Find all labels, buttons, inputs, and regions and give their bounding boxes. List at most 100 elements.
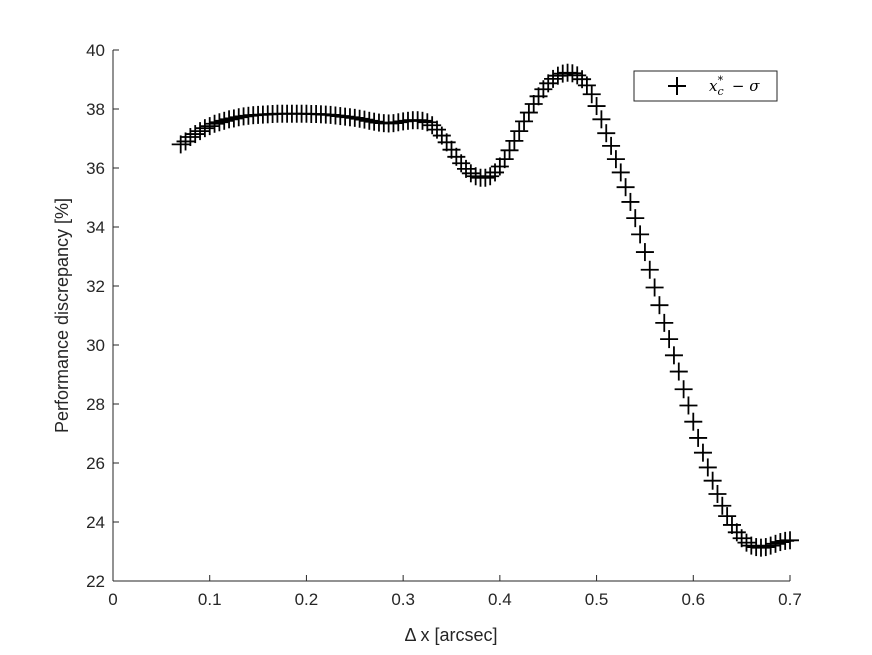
data-point-marker — [186, 125, 205, 144]
x-tick-label: 0.3 — [391, 590, 415, 609]
y-tick-label: 40 — [86, 41, 105, 60]
data-point-marker — [592, 110, 611, 129]
data-point-marker — [669, 362, 688, 381]
data-point-marker — [722, 515, 741, 534]
data-point-marker — [597, 124, 616, 143]
data-point-marker — [645, 278, 664, 297]
x-axis: 0 0.1 0.2 0.3 0.4 0.5 0.6 0.7 — [108, 575, 802, 609]
legend-marker — [668, 77, 686, 95]
y-axis: 22 24 26 28 30 32 34 36 38 40 — [86, 41, 119, 591]
data-point-marker — [519, 103, 538, 122]
y-tick-label: 38 — [86, 100, 105, 119]
data-point-marker — [481, 167, 500, 186]
data-point-marker — [423, 116, 442, 135]
data-point-marker — [476, 168, 495, 187]
y-tick-label: 26 — [86, 454, 105, 473]
data-point-marker — [621, 192, 640, 211]
data-point-marker — [582, 85, 601, 104]
data-point-marker — [737, 533, 756, 552]
data-point-marker — [210, 113, 229, 132]
data-point-marker — [626, 209, 645, 228]
data-point-marker — [689, 428, 708, 447]
data-point-marker — [200, 117, 219, 136]
y-tick-label: 24 — [86, 513, 105, 532]
data-point-marker — [224, 109, 243, 128]
data-point-marker — [664, 346, 683, 365]
y-tick-label: 36 — [86, 159, 105, 178]
data-point-marker — [640, 260, 659, 279]
data-point-marker — [413, 111, 432, 130]
data-series — [171, 63, 799, 557]
data-point-marker — [674, 380, 693, 399]
data-point-marker — [635, 243, 654, 262]
data-point-marker — [442, 140, 461, 159]
data-point-marker — [756, 538, 775, 557]
data-point-marker — [563, 64, 582, 83]
data-point-marker — [181, 128, 200, 147]
data-point-marker — [355, 110, 374, 129]
data-point-marker — [505, 131, 524, 150]
data-point-marker — [708, 484, 727, 503]
legend-label: xc* − σ — [709, 74, 760, 98]
x-tick-label: 0 — [108, 590, 117, 609]
data-point-marker — [176, 132, 195, 151]
y-tick-label: 34 — [86, 218, 105, 237]
x-tick-label: 0.4 — [488, 590, 512, 609]
data-point-marker — [655, 313, 674, 332]
x-tick-label: 0.1 — [198, 590, 222, 609]
data-point-marker — [495, 150, 514, 169]
data-point-marker — [510, 122, 529, 141]
data-point-marker — [771, 533, 790, 552]
x-tick-label: 0.5 — [585, 590, 609, 609]
data-point-marker — [215, 111, 234, 130]
y-axis-label: Performance discrepancy [%] — [52, 198, 72, 433]
legend-box — [633, 70, 778, 102]
data-point-marker — [191, 122, 210, 141]
data-point-marker — [713, 496, 732, 515]
data-point-marker — [544, 69, 563, 88]
data-point-marker — [195, 119, 214, 138]
data-point-marker — [529, 87, 548, 106]
data-point-marker — [548, 66, 567, 85]
x-tick-label: 0.7 — [778, 590, 802, 609]
y-tick-label: 30 — [86, 336, 105, 355]
data-point-marker — [631, 225, 650, 244]
y-tick-label: 32 — [86, 277, 105, 296]
data-point-marker — [660, 330, 679, 349]
data-point-marker — [684, 412, 703, 431]
data-point-marker — [650, 296, 669, 315]
data-point-marker — [698, 458, 717, 477]
data-point-marker — [515, 112, 534, 131]
data-point-marker — [742, 536, 761, 555]
data-point-marker — [693, 443, 712, 462]
y-tick-label: 22 — [86, 572, 105, 591]
data-point-marker — [679, 396, 698, 415]
data-point-marker — [539, 74, 558, 93]
legend: xc* − σ — [633, 70, 778, 102]
data-point-marker — [418, 113, 437, 132]
data-point-marker — [437, 133, 456, 152]
data-point-marker — [611, 163, 630, 182]
data-point-marker — [718, 507, 737, 526]
data-point-marker — [602, 136, 621, 155]
data-point-marker — [461, 164, 480, 183]
data-point-marker — [781, 531, 799, 550]
data-point-marker — [703, 471, 722, 490]
data-point-marker — [171, 135, 190, 154]
data-point-marker — [500, 141, 519, 160]
x-tick-label: 0.2 — [295, 590, 319, 609]
data-point-marker — [732, 529, 751, 548]
data-point-marker — [587, 97, 606, 116]
x-tick-label: 0.6 — [681, 590, 705, 609]
data-point-marker — [568, 66, 587, 85]
data-point-marker — [490, 157, 509, 176]
data-point-marker — [577, 76, 596, 95]
data-point-marker — [457, 159, 476, 178]
data-point-marker — [616, 178, 635, 197]
data-point-marker — [766, 534, 785, 553]
data-point-marker — [205, 114, 224, 133]
x-axis-label: Δ x [arcsec] — [404, 625, 497, 645]
data-point-marker — [761, 536, 780, 555]
plot-area — [113, 50, 790, 581]
